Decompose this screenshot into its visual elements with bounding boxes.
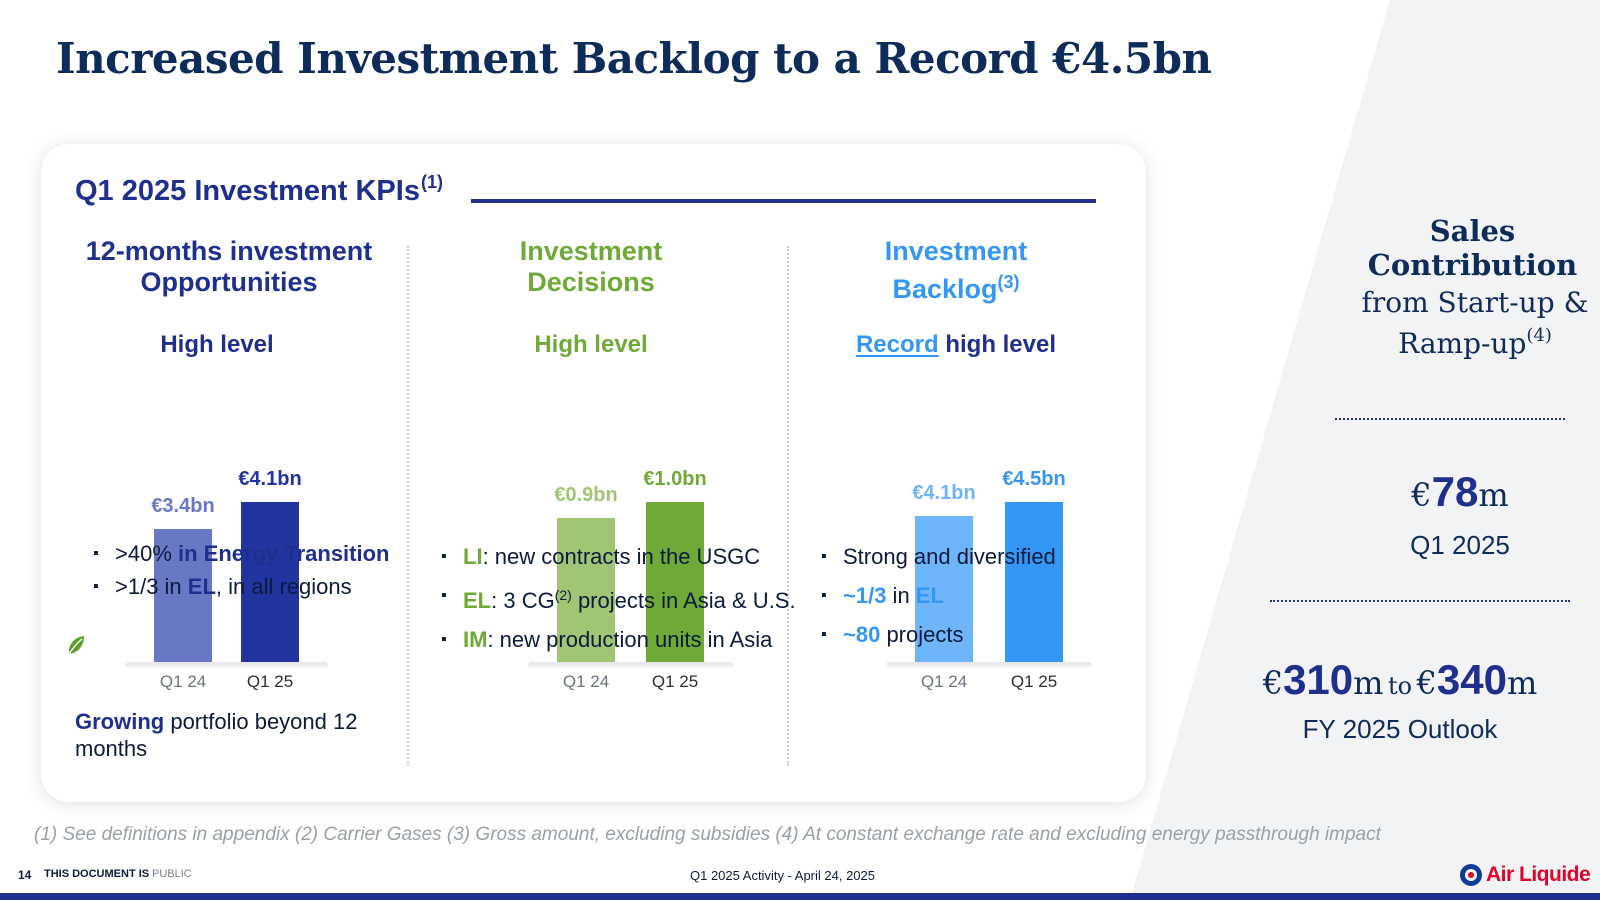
decisions-bullets: LI: new contracts in the USGC EL: 3 CG(2…: [441, 537, 796, 659]
column-divider: [407, 246, 409, 766]
bottom-band: [0, 893, 1600, 900]
dotted-divider: [1270, 600, 1570, 602]
leaf-icon: [68, 636, 84, 655]
fy-outlook-label: FY 2025 Outlook: [1302, 714, 1498, 744]
bar-value-label: €1.0bn: [643, 468, 707, 490]
opportunities-heading: 12-months investment Opportunities: [85, 236, 373, 297]
bar-value-label: €4.1bn: [912, 482, 976, 504]
list-item: LI: new contracts in the USGC: [441, 537, 796, 576]
footer-center-text: Q1 2025 Activity - April 24, 2025: [690, 868, 875, 883]
kpi-title-rule: [471, 199, 1096, 203]
bar-category-label: Q1 25: [1010, 672, 1058, 691]
list-item: ~1/3 in EL: [821, 576, 1056, 615]
footer: 14 THIS DOCUMENT IS PUBLIC Q1 2025 Activ…: [0, 856, 1600, 886]
kpi-title: Q1 2025 Investment KPIs(1): [75, 172, 443, 207]
air-liquide-logo: Air Liquide: [1460, 862, 1591, 888]
backlog-bullets: Strong and diversified ~1/3 in EL ~80 pr…: [821, 537, 1056, 654]
list-item: EL: 3 CG(2) projects in Asia & U.S.: [441, 576, 796, 620]
classification-label: PUBLIC: [152, 868, 192, 880]
page-number: 14: [18, 868, 32, 882]
list-item: ~80 projects: [821, 615, 1056, 654]
opportunities-bullets: >40% in Energy Transition >1/3 in EL, in…: [93, 537, 389, 603]
bar-category-label: Q1 25: [651, 672, 699, 691]
backlog-subtitle: Record high level: [855, 331, 1057, 358]
bar-category-label: Q1 24: [562, 672, 610, 691]
document-label: THIS DOCUMENT IS: [44, 868, 150, 880]
backlog-heading: Investment Backlog(3): [884, 236, 1028, 304]
bar-value-label: €0.9bn: [554, 484, 618, 506]
opportunities-subtitle: High level: [160, 331, 274, 358]
sales-contribution-panel: Sales Contribution from Start-up & Ramp-up…: [1240, 0, 1600, 900]
decisions-heading: Investment Decisions: [519, 236, 663, 297]
footnotes: (1) See definitions in appendix (2) Carr…: [34, 824, 1381, 845]
dotted-divider: [1335, 418, 1565, 420]
list-item: >40% in Energy Transition: [93, 537, 389, 570]
page-title: Increased Investment Backlog to a Record…: [56, 34, 1212, 83]
list-item: IM: new production units in Asia: [441, 620, 796, 659]
kpi-card: Q1 2025 Investment KPIs(1) 12-months inv…: [41, 144, 1146, 802]
q1-sales-label: Q1 2025: [1410, 530, 1510, 560]
bar-category-label: Q1 24: [920, 672, 968, 691]
fy-outlook-value: €310m to €340m: [1262, 656, 1538, 703]
list-item: Strong and diversified: [821, 537, 1056, 576]
growing-portfolio-text: Growing portfolio beyond 12 months: [75, 709, 358, 761]
logo-icon: [1460, 864, 1482, 886]
chart-baseline: [528, 662, 733, 668]
q1-sales-value: €78m: [1411, 468, 1509, 515]
decisions-subtitle: High level: [534, 331, 648, 358]
bar-category-label: Q1 24: [159, 672, 207, 691]
chart-baseline: [125, 662, 328, 668]
bar-value-label: €4.1bn: [238, 468, 302, 490]
chart-baseline: [886, 662, 1092, 668]
sales-heading: Sales Contribution: [1367, 214, 1578, 282]
bar-value-label: €4.5bn: [1002, 468, 1066, 490]
list-item: >1/3 in EL, in all regions: [93, 570, 389, 603]
bar-category-label: Q1 25: [246, 672, 294, 691]
sales-subheading: from Start-up & Ramp-up(4): [1361, 286, 1589, 360]
bar-value-label: €3.4bn: [151, 495, 215, 517]
column-divider: [787, 246, 789, 766]
